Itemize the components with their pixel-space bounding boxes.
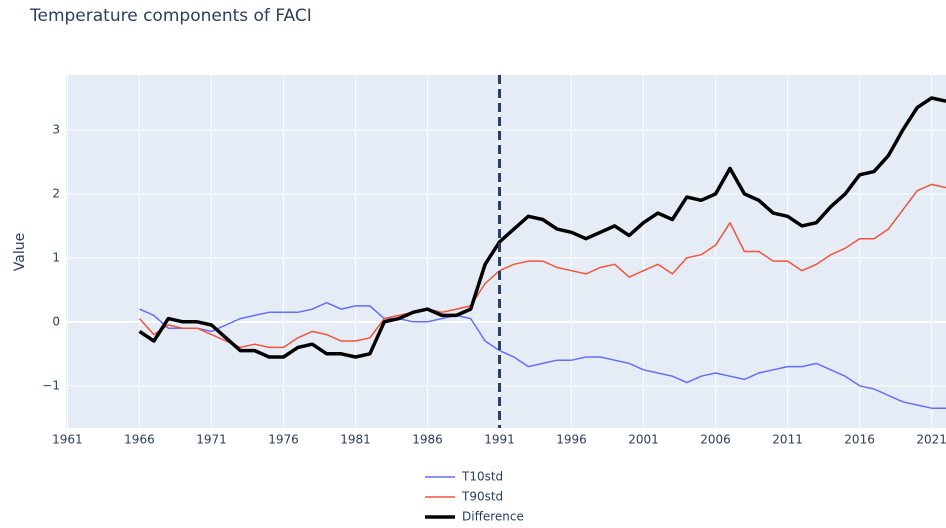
x-tick-label: 1971	[196, 433, 227, 447]
y-tick-label: 1	[52, 250, 60, 264]
series-line	[138, 183, 946, 349]
legend-label: Difference	[462, 510, 524, 524]
y-tick-label: −1	[42, 378, 60, 392]
y-tick-label: 3	[52, 122, 60, 136]
x-tick-label: 2016	[844, 433, 875, 447]
x-tick-label: 2006	[700, 433, 731, 447]
plot-area	[66, 75, 946, 428]
y-axis-title: Value	[12, 233, 28, 271]
x-tick-label: 1996	[556, 433, 587, 447]
legend-label: T90std	[461, 490, 503, 504]
legend-label: T10std	[461, 470, 503, 484]
lines	[138, 75, 946, 428]
x-tick-label: 1991	[484, 433, 515, 447]
series-line	[139, 301, 946, 409]
x-tick-label: 1976	[268, 433, 299, 447]
x-tick-label: 1981	[340, 433, 371, 447]
x-tick-label: 2011	[772, 433, 803, 447]
grid	[66, 75, 946, 428]
x-tick-label: 1961	[52, 433, 83, 447]
y-tick-label: 0	[52, 314, 60, 328]
chart-title: Temperature components of FACI	[29, 6, 312, 26]
x-tick-label: 2021	[916, 433, 946, 447]
x-tick-label: 1966	[124, 433, 155, 447]
series-line	[138, 96, 946, 359]
y-tick-label: 2	[52, 186, 60, 200]
x-tick-label: 2001	[628, 433, 659, 447]
x-tick-label: 1986	[412, 433, 443, 447]
